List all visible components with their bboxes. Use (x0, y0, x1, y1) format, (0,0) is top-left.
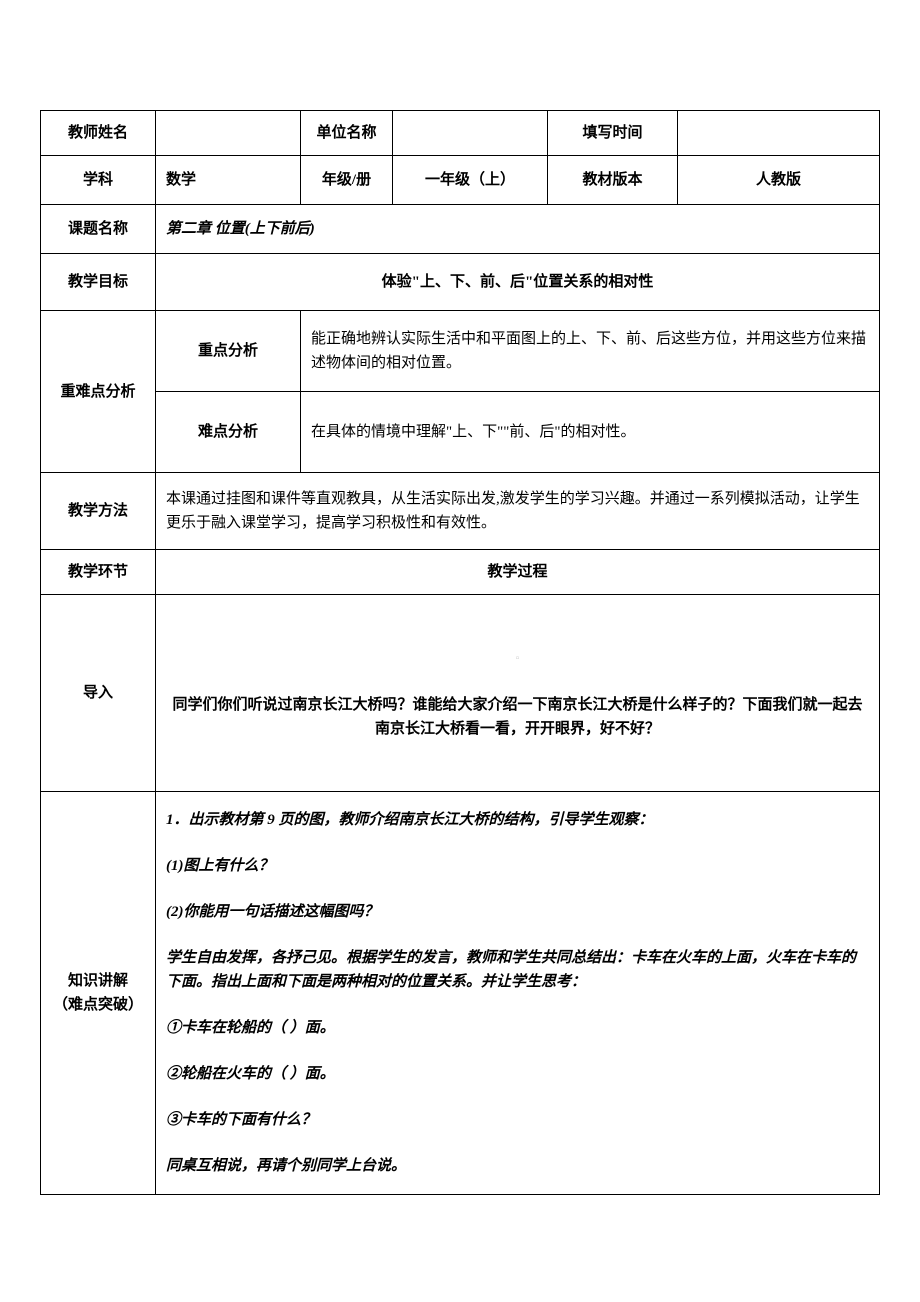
knowledge-paragraph: ③卡车的下面有什么？ (166, 1108, 869, 1132)
knowledge-label-line2: （难点突破） (47, 993, 149, 1017)
unit-name-label: 单位名称 (301, 111, 393, 156)
table-row: 重难点分析 重点分析 能正确地辨认实际生活中和平面图上的上、下、前、后这些方位，… (41, 311, 880, 392)
intro-cell: ▫ 同学们你们听说过南京长江大桥吗？谁能给大家介绍一下南京长江大桥是什么样子的？… (156, 595, 880, 792)
diff-analysis-value: 在具体的情境中理解"上、下""前、后"的相对性。 (301, 392, 880, 473)
key-analysis-value: 能正确地辨认实际生活中和平面图上的上、下、前、后这些方位，并用这些方位来描述物体… (301, 311, 880, 392)
table-row: 导入 ▫ 同学们你们听说过南京长江大桥吗？谁能给大家介绍一下南京长江大桥是什么样… (41, 595, 880, 792)
key-analysis-label: 重点分析 (156, 311, 301, 392)
knowledge-label-line1: 知识讲解 (47, 969, 149, 993)
knowledge-paragraph: (2)你能用一句话描述这幅图吗？ (166, 900, 869, 924)
grade-value: 一年级（上） (393, 156, 548, 205)
knowledge-paragraph: (1)图上有什么？ (166, 854, 869, 878)
table-row: 教学环节 教学过程 (41, 550, 880, 595)
textbook-label: 教材版本 (548, 156, 678, 205)
lesson-plan-table: 教师姓名 单位名称 填写时间 学科 数学 年级/册 一年级（上） 教材版本 人教… (40, 110, 880, 1195)
knowledge-label: 知识讲解 （难点突破） (41, 792, 156, 1195)
knowledge-content: 1．出示教材第 9 页的图，教师介绍南京长江大桥的结构，引导学生观察： (1)图… (156, 792, 880, 1195)
table-row: 学科 数学 年级/册 一年级（上） 教材版本 人教版 (41, 156, 880, 205)
lesson-name-value: 第二章 位置(上下前后) (156, 205, 880, 254)
segment-label: 教学环节 (41, 550, 156, 595)
method-label: 教学方法 (41, 473, 156, 550)
subject-label: 学科 (41, 156, 156, 205)
table-row: 难点分析 在具体的情境中理解"上、下""前、后"的相对性。 (41, 392, 880, 473)
subject-value: 数学 (156, 156, 301, 205)
knowledge-paragraph: ①卡车在轮船的（ ）面。 (166, 1016, 869, 1040)
objective-label: 教学目标 (41, 254, 156, 311)
table-row: 知识讲解 （难点突破） 1．出示教材第 9 页的图，教师介绍南京长江大桥的结构，… (41, 792, 880, 1195)
intro-value: 同学们你们听说过南京长江大桥吗？谁能给大家介绍一下南京长江大桥是什么样子的？下面… (166, 693, 869, 741)
diff-analysis-label: 难点分析 (156, 392, 301, 473)
intro-label: 导入 (41, 595, 156, 792)
knowledge-paragraph: 1．出示教材第 9 页的图，教师介绍南京长江大桥的结构，引导学生观察： (166, 808, 869, 832)
knowledge-paragraph: ②轮船在火车的（ ）面。 (166, 1062, 869, 1086)
fill-time-label: 填写时间 (548, 111, 678, 156)
table-row: 教师姓名 单位名称 填写时间 (41, 111, 880, 156)
teacher-name-value (156, 111, 301, 156)
watermark-dot: ▫ (166, 645, 869, 669)
grade-label: 年级/册 (301, 156, 393, 205)
table-row: 教学方法 本课通过挂图和课件等直观教具，从生活实际出发,激发学生的学习兴趣。并通… (41, 473, 880, 550)
difficulty-label: 重难点分析 (41, 311, 156, 473)
teacher-name-label: 教师姓名 (41, 111, 156, 156)
textbook-value: 人教版 (678, 156, 880, 205)
lesson-name-label: 课题名称 (41, 205, 156, 254)
fill-time-value (678, 111, 880, 156)
table-row: 教学目标 体验"上、下、前、后"位置关系的相对性 (41, 254, 880, 311)
process-label: 教学过程 (156, 550, 880, 595)
knowledge-paragraph: 学生自由发挥，各抒己见。根据学生的发言，教师和学生共同总结出：卡车在火车的上面，… (166, 946, 869, 994)
knowledge-paragraph: 同桌互相说，再请个别同学上台说。 (166, 1154, 869, 1178)
method-value: 本课通过挂图和课件等直观教具，从生活实际出发,激发学生的学习兴趣。并通过一系列模… (156, 473, 880, 550)
unit-name-value (393, 111, 548, 156)
table-row: 课题名称 第二章 位置(上下前后) (41, 205, 880, 254)
objective-value: 体验"上、下、前、后"位置关系的相对性 (156, 254, 880, 311)
